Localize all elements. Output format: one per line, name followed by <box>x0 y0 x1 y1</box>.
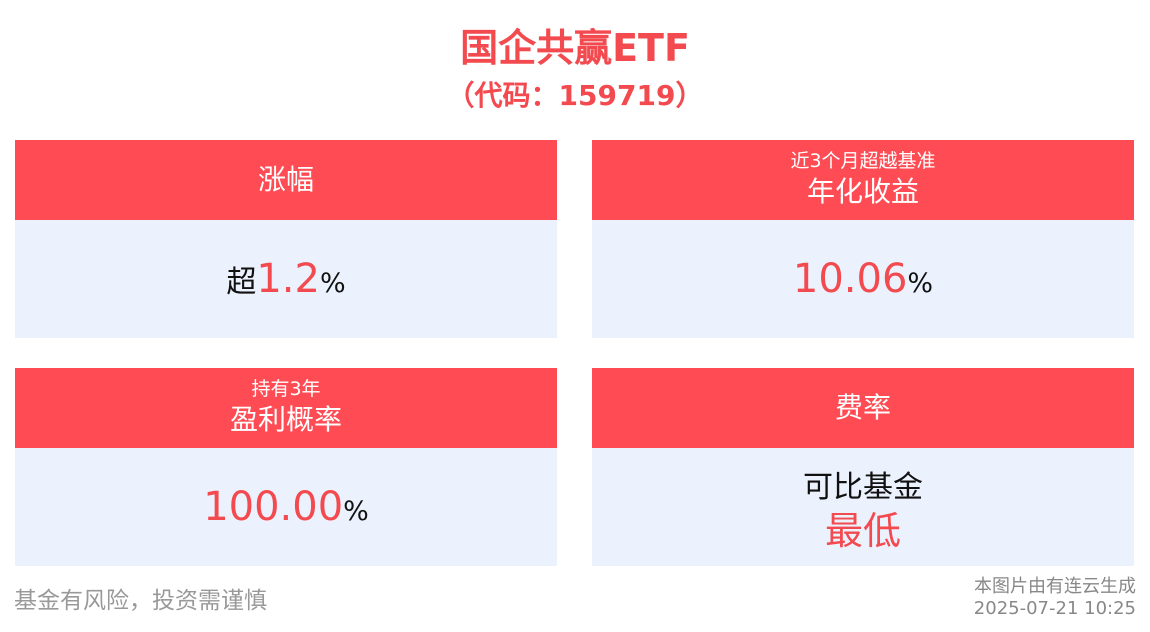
fund-title: 国企共赢ETF <box>460 26 690 70</box>
generation-timestamp: 2025-07-21 10:25 <box>973 598 1136 619</box>
card-profit-probability-subtitle: 持有3年 <box>251 378 321 400</box>
card-fee-rate-header: 费率 <box>592 368 1134 448</box>
card-gain-value-prefix: 超 <box>226 265 257 300</box>
generation-info: 本图片由有连云生成 2025-07-21 10:25 <box>974 576 1136 620</box>
card-excess-return-value: 10.06% <box>592 220 1134 346</box>
card-gain: 涨幅 超1.2% <box>15 140 557 338</box>
card-excess-return-value-number: 10.06 <box>792 256 908 302</box>
card-gain-body: 超1.2% <box>15 220 557 338</box>
card-profit-probability-header: 持有3年 盈利概率 <box>15 368 557 448</box>
card-fee-rate-value-top: 可比基金 <box>803 470 923 505</box>
card-excess-return-title: 年化收益 <box>806 175 919 208</box>
card-gain-value-number: 1.2 <box>256 256 320 302</box>
card-excess-return-value-unit: % <box>907 268 934 299</box>
card-profit-probability-title: 盈利概率 <box>229 403 342 436</box>
card-fee-rate-value-bottom: 最低 <box>824 509 901 553</box>
card-excess-return-header: 近3个月超越基准 年化收益 <box>592 140 1134 220</box>
risk-disclaimer: 基金有风险，投资需谨慎 <box>14 588 267 614</box>
card-gain-title: 涨幅 <box>257 163 314 196</box>
card-fee-rate-body: 可比基金 最低 <box>592 448 1134 566</box>
card-gain-value-unit: % <box>319 268 346 299</box>
card-profit-probability-body: 100.00% <box>15 448 557 566</box>
card-fee-rate-title: 费率 <box>834 391 891 424</box>
card-gain-value: 超1.2% <box>15 220 557 346</box>
card-profit-probability-value-number: 100.00 <box>203 484 344 530</box>
card-gain-header: 涨幅 <box>15 140 557 220</box>
card-excess-return-subtitle: 近3个月超越基准 <box>790 150 936 172</box>
card-profit-probability-value: 100.00% <box>15 448 557 574</box>
card-profit-probability: 持有3年 盈利概率 100.00% <box>15 368 557 566</box>
card-profit-probability-value-unit: % <box>343 496 369 527</box>
card-fee-rate: 费率 可比基金 最低 <box>592 368 1134 566</box>
fund-code: （代码：159719） <box>446 79 704 112</box>
card-excess-return: 近3个月超越基准 年化收益 10.06% <box>592 140 1134 338</box>
card-excess-return-body: 10.06% <box>592 220 1134 338</box>
generation-source: 本图片由有连云生成 <box>974 576 1136 597</box>
